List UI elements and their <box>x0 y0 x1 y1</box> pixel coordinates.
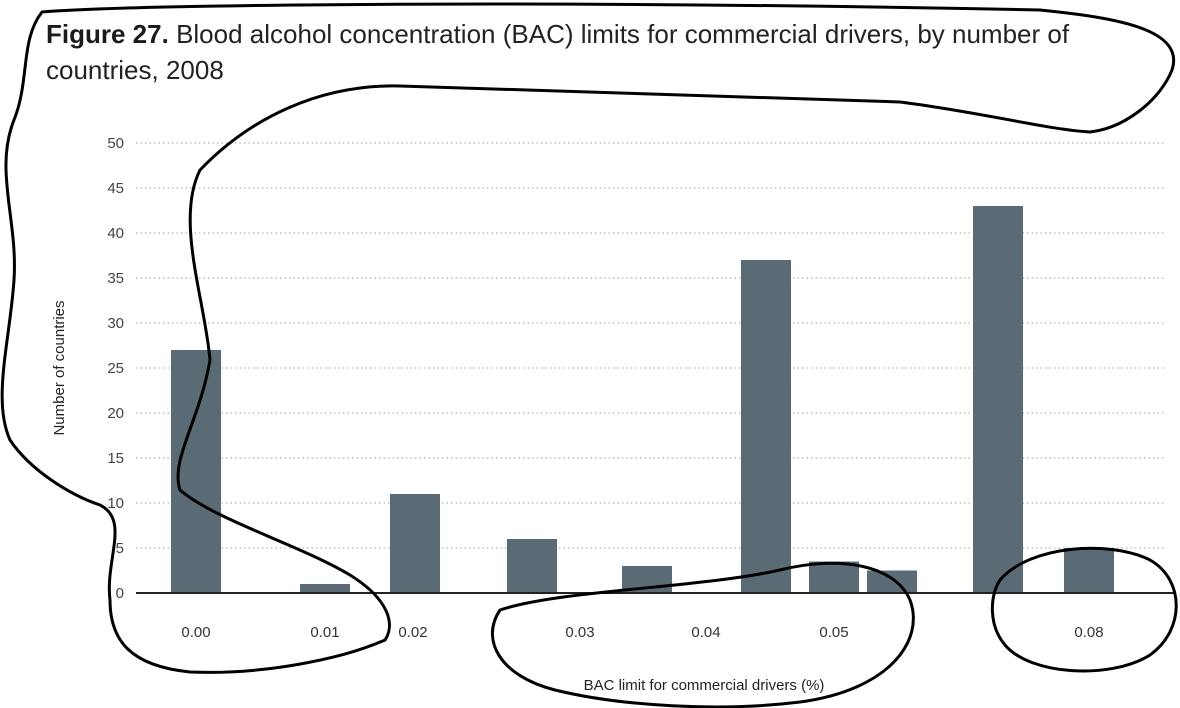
y-tick-label: 10 <box>107 495 124 512</box>
y-tick-label: 25 <box>107 360 124 377</box>
x-tick-label: 0.03 <box>565 624 594 641</box>
y-tick-label: 40 <box>107 225 124 242</box>
y-tick-label: 5 <box>116 540 124 557</box>
y-tick-label: 0 <box>116 585 124 602</box>
x-tick-label: 0.05 <box>819 624 848 641</box>
y-tick-label: 20 <box>107 405 124 422</box>
figure-title: Figure 27. Blood alcohol concentration (… <box>46 16 1176 88</box>
scribble-circle-middle <box>490 561 915 708</box>
figure-title-line1: Figure 27. Blood alcohol concentration (… <box>46 16 1176 52</box>
y-tick-label: 15 <box>107 450 124 467</box>
x-axis-ticks: 0.00 0.01 0.02 0.03 0.04 0.05 0.08 <box>181 624 1103 641</box>
figure-title-text: Blood alcohol concentration (BAC) limits… <box>176 19 1070 49</box>
bar <box>867 570 917 593</box>
gridlines <box>136 142 1165 549</box>
y-tick-label: 35 <box>107 270 124 287</box>
y-axis-ticks: 0 5 10 15 20 25 30 35 40 45 50 <box>107 135 124 602</box>
bars <box>171 206 1114 593</box>
bar <box>1064 548 1114 593</box>
bar <box>300 584 350 593</box>
x-tick-label: 0.02 <box>398 624 427 641</box>
y-tick-label: 50 <box>107 135 124 152</box>
scribble-circle-right <box>990 546 1178 673</box>
x-tick-label: 0.08 <box>1074 624 1103 641</box>
bar <box>973 206 1023 593</box>
scribble-outline-large <box>0 2 1176 674</box>
figure-label: Figure 27. <box>46 19 169 49</box>
figure-title-line2: countries, 2008 <box>46 55 224 85</box>
y-tick-label: 45 <box>107 180 124 197</box>
bar <box>390 494 440 593</box>
y-axis-label: Number of countries <box>51 300 68 435</box>
bar <box>507 539 557 593</box>
x-tick-label: 0.00 <box>181 624 210 641</box>
y-tick-label: 30 <box>107 315 124 332</box>
x-tick-label: 0.01 <box>310 624 339 641</box>
x-tick-label: 0.04 <box>691 624 720 641</box>
bar <box>741 260 791 593</box>
x-axis-label: BAC limit for commercial drivers (%) <box>584 677 825 694</box>
bar <box>809 561 859 593</box>
